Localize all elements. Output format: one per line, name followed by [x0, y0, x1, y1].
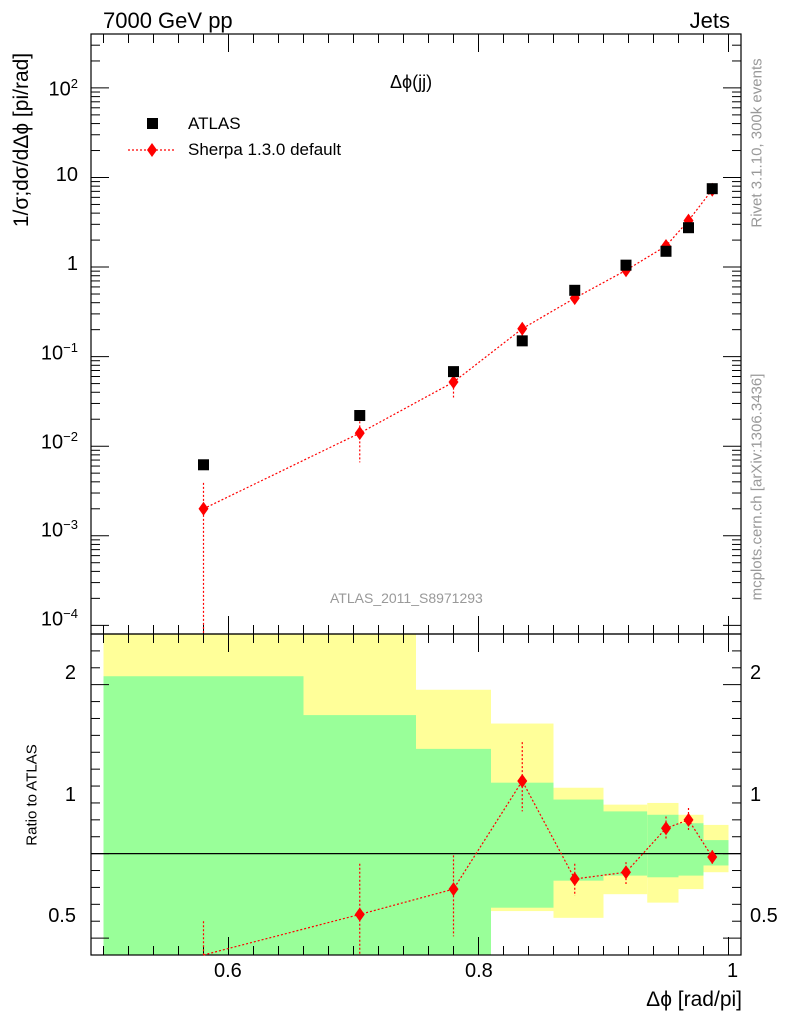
atlas-point: [706, 183, 718, 195]
ratio-mc-point: [354, 907, 365, 922]
atlas-point: [569, 284, 581, 296]
atlas-point: [660, 245, 672, 257]
mc-series-main: [198, 182, 718, 634]
ratio-mc-point: [621, 865, 631, 880]
main-y-axis-label: 1/σ;dσ/dΔϕ [pi/rad]: [10, 52, 33, 228]
band-inner-7: [678, 823, 704, 876]
band-inner-6: [647, 814, 679, 878]
ratio-y-tick-label-right-2: 2: [750, 662, 762, 684]
mc-line: [203, 189, 713, 510]
ratio-y-axis-label: Ratio to ATLAS: [23, 744, 41, 846]
y-tick-label-0.001: 10−3: [40, 517, 78, 542]
atlas-point: [516, 335, 528, 347]
main-chart-title: Δϕ(jj): [390, 72, 433, 92]
ratio-bands: [103, 634, 729, 955]
mc-point: [448, 375, 459, 390]
y-tick-label-0.1: 10−1: [40, 340, 78, 365]
side-text-rivet: Rivet 3.1.10, 300k events: [748, 58, 766, 228]
mc-series-ratio: [202, 742, 718, 956]
atlas-point: [354, 410, 366, 422]
ratio-mc-point: [448, 882, 459, 897]
y-tick-label-1: 1: [66, 253, 78, 275]
legend-label-sherpa: Sherpa 1.3.0 default: [188, 140, 342, 159]
y-tick-label-0.0001: 10−4: [40, 606, 78, 631]
legend-marker-atlas: [147, 118, 158, 129]
atlas-point: [448, 366, 459, 378]
mc-point: [354, 426, 365, 441]
x-tick-label-0.6: 0.6: [214, 960, 242, 982]
watermark: ATLAS_2011_S8971293: [330, 590, 483, 606]
ratio-mc-point: [683, 812, 694, 827]
mc-point: [198, 501, 209, 516]
ratio-y-tick-label-left-1: 1: [64, 784, 76, 806]
ratio-frame: [90, 633, 742, 956]
y-tick-label-0.01: 10−2: [40, 429, 78, 454]
x-axis-label: Δϕ [rad/pi]: [646, 988, 742, 1011]
ticks: [91, 33, 741, 955]
frames: [90, 33, 742, 956]
header-right: Jets: [689, 8, 730, 33]
ratio-mc-point: [661, 821, 671, 836]
x-tick-label-1: 1: [727, 960, 739, 982]
atlas-point: [683, 222, 694, 234]
mc-point: [517, 321, 528, 336]
header-left: 7000 GeV pp: [103, 8, 233, 33]
ratio-mc-point: [707, 850, 718, 865]
ratio-y-tick-label-right-1: 1: [750, 784, 762, 806]
band-inner-0: [103, 676, 304, 955]
band-inner-5: [603, 811, 648, 876]
legend-marker-sherpa: [147, 143, 157, 157]
atlas-point: [198, 459, 209, 471]
band-inner-8: [703, 840, 729, 866]
legend-label-atlas: ATLAS: [188, 114, 241, 133]
ratio-y-tick-label-left-2: 2: [64, 662, 76, 684]
ratio-y-tick-label-right-0.5: 0.5: [750, 905, 778, 927]
band-inner-3: [491, 782, 554, 908]
ratio-mc-point: [517, 773, 528, 788]
atlas-point: [620, 259, 632, 271]
x-tick-label-0.8: 0.8: [465, 960, 493, 982]
y-tick-label-10: 10: [55, 164, 78, 186]
y-tick-label-100: 102: [48, 76, 78, 101]
data-series-main: [198, 183, 718, 471]
ratio-y-tick-label-left-0.5: 0.5: [48, 905, 76, 927]
ratio-mc-point: [569, 871, 580, 886]
legend-markers: [128, 118, 176, 157]
side-text-mcplots: mcplots.cern.ch [arXiv:1306.3436]: [748, 373, 766, 601]
band-inner-4: [553, 799, 604, 881]
